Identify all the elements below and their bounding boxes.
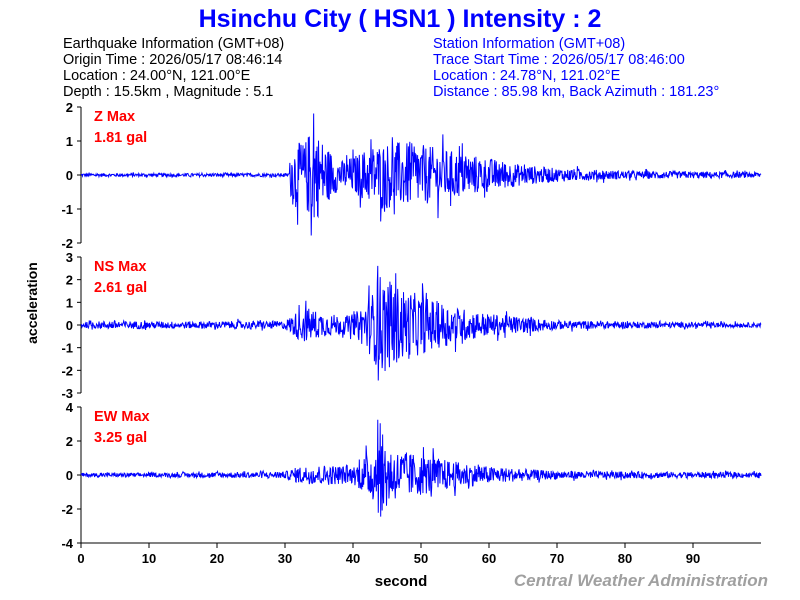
eq-origin-time: Origin Time : 2026/05/17 08:46:14 (63, 52, 282, 68)
station-info-heading: Station Information (GMT+08) (433, 36, 625, 52)
y-tick-label: 2 (66, 100, 73, 115)
station-info: Station Information (GMT+08) Trace Start… (433, 36, 719, 100)
credit-text: Central Weather Administration (514, 571, 768, 590)
y-tick-label: 0 (66, 318, 73, 333)
panel-z: 2 1 0 -1 -2 Z Max 1.81 gal (61, 100, 762, 251)
eq-depth-magnitude: Depth : 15.5km , Magnitude : 5.1 (63, 84, 273, 100)
y-tick-label: -1 (61, 202, 73, 217)
earthquake-info: Earthquake Information (GMT+08) Origin T… (63, 36, 284, 100)
trace-z (80, 113, 762, 236)
y-tick-label: 0 (66, 168, 73, 183)
panel-ns: 3 2 1 0 -1 -2 -3 NS Max 2.61 gal (61, 250, 762, 401)
station-distance: Distance : 85.98 km, Back Azimuth : 181.… (433, 84, 719, 100)
x-tick-label: 40 (346, 551, 360, 566)
x-tick-label: 90 (686, 551, 700, 566)
page-title: Hsinchu City ( HSN1 ) Intensity : 2 (199, 5, 602, 33)
station-location: Location : 24.78°N, 121.02°E (433, 68, 621, 84)
y-tick-label: 2 (66, 434, 73, 449)
y-tick-label: -2 (61, 502, 73, 517)
x-tick-label: 30 (278, 551, 292, 566)
y-tick-label: -1 (61, 341, 73, 356)
max-label: NS Max (94, 259, 146, 275)
y-tick-label: 3 (66, 250, 73, 265)
x-tick-label: 70 (550, 551, 564, 566)
station-trace-start: Trace Start Time : 2026/05/17 08:46:00 (433, 52, 685, 68)
trace-ns (80, 265, 762, 381)
x-axis-label: second (375, 573, 428, 590)
y-tick-label: -4 (61, 536, 73, 551)
y-tick-label: 4 (66, 400, 74, 415)
y-axis-label: acceleration (24, 262, 40, 344)
y-tick-label: 0 (66, 468, 73, 483)
max-label: EW Max (94, 409, 150, 425)
max-value: 2.61 gal (94, 280, 147, 296)
y-tick-label: -2 (61, 236, 73, 251)
y-tick-label: 1 (66, 295, 73, 310)
x-tick-label: 20 (210, 551, 224, 566)
max-value: 1.81 gal (94, 130, 147, 146)
x-tick-label: 50 (414, 551, 428, 566)
x-tick-label: 0 (77, 551, 84, 566)
eq-location: Location : 24.00°N, 121.00°E (63, 68, 251, 84)
x-tick-label: 60 (482, 551, 496, 566)
max-label: Z Max (94, 109, 135, 125)
x-tick-label: 10 (142, 551, 156, 566)
max-value: 3.25 gal (94, 430, 147, 446)
y-tick-label: -3 (61, 386, 73, 401)
y-tick-label: 2 (66, 273, 73, 288)
trace-ew (80, 419, 762, 517)
y-tick-label: 1 (66, 134, 73, 149)
panel-ew: 4 2 0 -2 -4 EW Max 3.25 gal (61, 400, 762, 551)
x-tick-label: 80 (618, 551, 632, 566)
eq-info-heading: Earthquake Information (GMT+08) (63, 36, 284, 52)
y-tick-label: -2 (61, 363, 73, 378)
